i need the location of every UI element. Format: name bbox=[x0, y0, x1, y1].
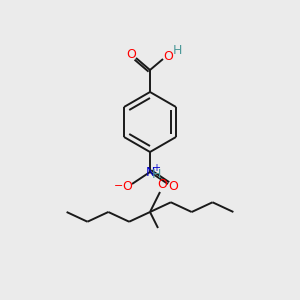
Text: O: O bbox=[168, 179, 178, 193]
Text: O: O bbox=[157, 178, 167, 190]
Text: N: N bbox=[145, 167, 155, 179]
Text: H: H bbox=[151, 169, 161, 182]
Text: H: H bbox=[172, 44, 182, 56]
Text: −: − bbox=[114, 181, 124, 191]
Text: O: O bbox=[122, 179, 132, 193]
Text: O: O bbox=[163, 50, 173, 62]
Text: +: + bbox=[152, 163, 160, 173]
Text: O: O bbox=[126, 49, 136, 62]
